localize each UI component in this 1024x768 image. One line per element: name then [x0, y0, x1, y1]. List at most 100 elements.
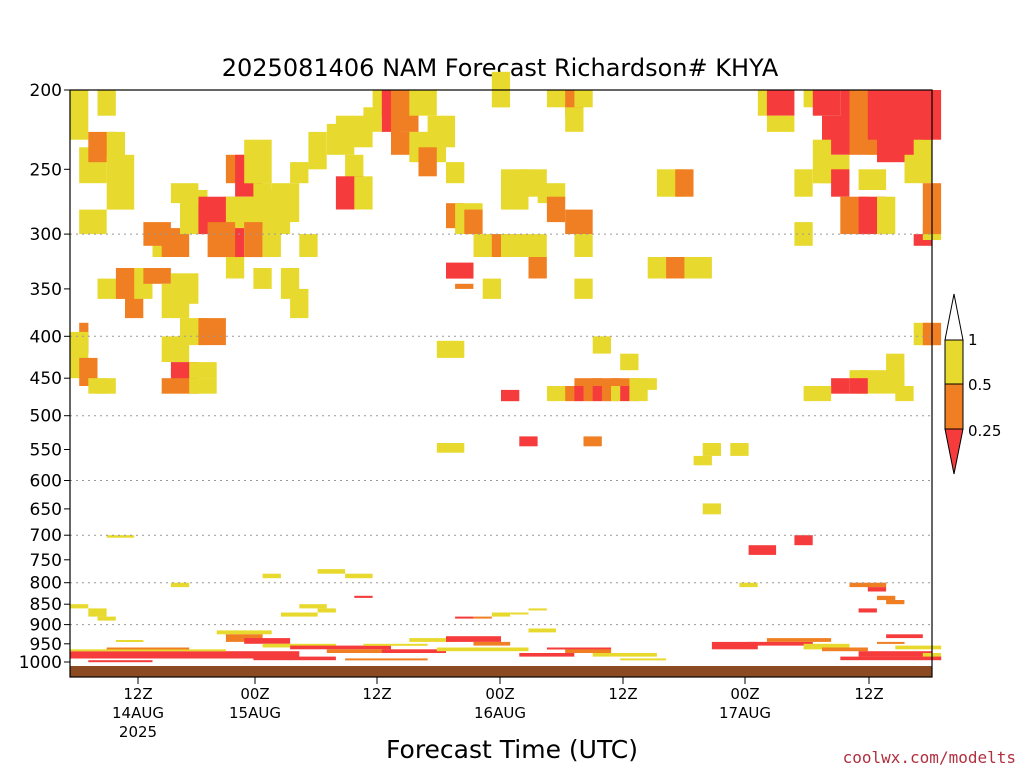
- ri-cell: [354, 595, 373, 598]
- x-tick-label: 17AUG: [719, 704, 771, 722]
- x-tick-label: 00Z: [485, 685, 514, 703]
- ri-cell: [583, 436, 602, 447]
- ri-cell: [170, 582, 190, 588]
- ri-cell: [106, 154, 135, 210]
- ri-cell: [592, 336, 611, 354]
- ri-cell: [446, 162, 465, 184]
- ri-cell-low: [70, 649, 226, 652]
- ri-cell-low: [473, 641, 511, 646]
- ri-cell: [803, 386, 832, 402]
- ri-cell: [574, 278, 593, 299]
- ri-cell: [280, 612, 318, 617]
- x-tick-label: 15AUG: [229, 704, 281, 722]
- ri-cell: [97, 616, 116, 621]
- ri-cell-low: [363, 643, 428, 646]
- ri-cell: [170, 273, 199, 304]
- ri-cell: [244, 139, 272, 184]
- ri-cell: [299, 234, 318, 257]
- ri-cell: [308, 131, 327, 170]
- y-tick-label: 500: [30, 407, 62, 427]
- ri-cell-low: [546, 647, 612, 650]
- heatmap-cells: [70, 71, 942, 663]
- ri-cell: [299, 604, 327, 609]
- ri-cell: [858, 169, 887, 190]
- ri-cell: [170, 183, 199, 204]
- ri-cell: [877, 123, 905, 163]
- ri-cell: [79, 209, 107, 235]
- ri-cell-low: [877, 641, 905, 644]
- ri-cell: [519, 436, 538, 447]
- ri-cell: [262, 573, 281, 579]
- ri-cell: [519, 234, 547, 257]
- y-tick-label: 950: [30, 635, 62, 655]
- x-tick-label: 00Z: [730, 685, 759, 703]
- ri-cell-low: [840, 656, 942, 661]
- legend-label: 0.25: [968, 422, 1001, 440]
- ri-cell: [666, 257, 685, 279]
- y-tick-label: 1000: [19, 653, 62, 673]
- ri-cell-low: [895, 645, 942, 650]
- legend-swatch-above: [944, 293, 964, 341]
- ri-cell-low: [381, 649, 446, 653]
- ri-cell: [106, 131, 125, 163]
- ri-cell: [290, 288, 309, 319]
- ri-cell: [436, 443, 465, 453]
- x-tick-label: 16AUG: [474, 704, 526, 722]
- ri-cell: [115, 640, 144, 642]
- ri-cell: [317, 569, 346, 574]
- ri-cell-low: [345, 658, 428, 661]
- x-tick-label: 00Z: [240, 685, 269, 703]
- ri-cell: [464, 209, 483, 235]
- x-tick-label: 12Z: [362, 685, 391, 703]
- ri-cell: [812, 90, 841, 116]
- ri-cell: [418, 147, 437, 177]
- ri-cell: [88, 608, 107, 617]
- ground-strip: [70, 666, 932, 677]
- y-tick-label: 750: [30, 551, 62, 571]
- ri-cell: [858, 608, 877, 613]
- ri-cell-low: [409, 638, 456, 642]
- ri-cell: [317, 608, 336, 613]
- ri-cell: [345, 573, 373, 579]
- ri-cell: [70, 90, 89, 140]
- ri-cell: [482, 278, 501, 299]
- ri-cell: [629, 378, 648, 390]
- ri-cell-low: [858, 651, 932, 657]
- ri-cell-low: [244, 638, 291, 644]
- ri-cell: [730, 443, 749, 456]
- ri-cell-low: [290, 645, 391, 650]
- ri-cell: [207, 222, 236, 258]
- ri-cell: [290, 162, 309, 184]
- legend-label: 1: [968, 331, 978, 349]
- x-tick-label: 12Z: [608, 685, 637, 703]
- ri-cell: [528, 628, 556, 633]
- legend-label: 0.5: [968, 376, 992, 394]
- ri-cell: [510, 612, 529, 615]
- ri-cell: [693, 455, 712, 466]
- credit-text: coolwx.com/modelts: [843, 748, 1016, 767]
- ri-cell: [748, 545, 777, 555]
- ri-cell: [345, 154, 364, 184]
- ri-cell: [253, 268, 272, 289]
- ri-cell-low: [886, 634, 923, 639]
- ri-cell-low: [216, 630, 272, 635]
- ri-cell: [546, 196, 566, 223]
- ri-cell: [446, 262, 474, 279]
- y-tick-label: 300: [30, 225, 62, 245]
- ri-cell-low: [592, 653, 657, 657]
- y-tick-label: 200: [30, 81, 62, 101]
- color-legend: 1 0.5 0.25: [944, 293, 1001, 475]
- ri-cell: [528, 608, 547, 611]
- ri-cell-low: [748, 641, 813, 646]
- ri-cell: [766, 90, 795, 116]
- ri-cell: [904, 154, 932, 184]
- ri-cell: [638, 378, 657, 390]
- ri-cell: [702, 443, 721, 456]
- ri-cell-low: [565, 649, 612, 653]
- ri-cell: [675, 169, 694, 197]
- ri-cell: [693, 257, 712, 279]
- ri-cell: [409, 90, 437, 116]
- ri-cell: [886, 600, 905, 605]
